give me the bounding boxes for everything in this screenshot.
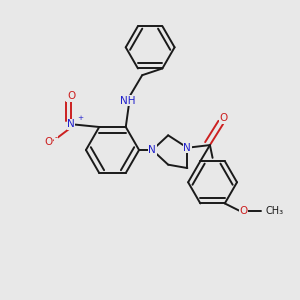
Text: O: O — [67, 91, 75, 101]
Text: N: N — [148, 145, 156, 155]
Text: N: N — [67, 119, 75, 129]
Text: -: - — [54, 134, 57, 142]
Text: O: O — [44, 137, 52, 147]
Text: O: O — [220, 113, 228, 123]
Text: N: N — [184, 143, 191, 153]
Text: +: + — [77, 115, 83, 121]
Text: NH: NH — [120, 96, 135, 106]
Text: CH₃: CH₃ — [265, 206, 284, 216]
Text: O: O — [239, 206, 248, 216]
